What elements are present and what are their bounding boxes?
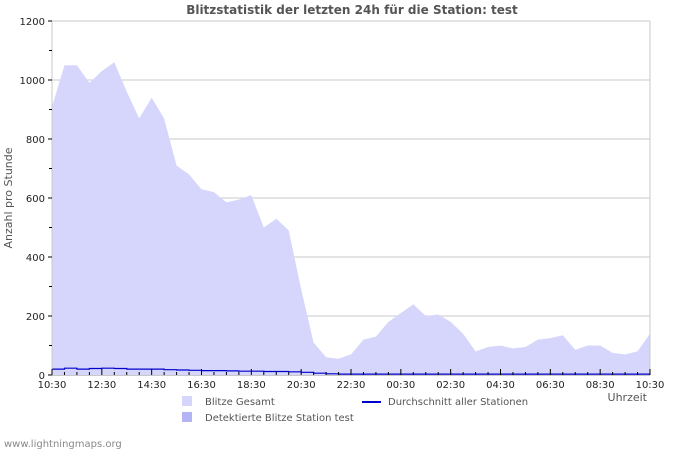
x-tick-label: 08:30: [586, 380, 615, 391]
x-tick-label: 06:30: [536, 380, 565, 391]
x-tick-label: 16:30: [187, 380, 216, 391]
y-tick-label: 0: [39, 371, 45, 382]
y-tick-label: 200: [26, 312, 45, 323]
legend-swatch-station: [182, 412, 192, 422]
legend-swatch-gesamt: [182, 396, 192, 406]
chart-title: Blitzstatistik der letzten 24h für die S…: [186, 3, 518, 17]
series-blitze-gesamt: [52, 62, 650, 376]
y-axis: 0 200 400 600 800 1000 1200: [20, 17, 52, 382]
x-axis-label: Uhrzeit: [608, 391, 648, 404]
x-axis: 10:30 12:30 14:30 16:30 18:30 20:30 22:30 00:30…: [38, 369, 665, 391]
plot-area: [52, 62, 650, 376]
legend-label-gesamt: Blitze Gesamt: [205, 397, 275, 408]
legend-label-average: Durchschnitt aller Stationen: [388, 397, 528, 408]
legend-label-station: Detektierte Blitze Station test: [205, 413, 354, 424]
x-tick-label: 12:30: [87, 380, 116, 391]
footer-link[interactable]: www.lightningmaps.org: [4, 439, 122, 450]
y-tick-label: 1000: [20, 76, 45, 87]
x-tick-label: 02:30: [436, 380, 465, 391]
legend-swatch-average: [362, 401, 381, 403]
y-axis-label: Anzahl pro Stunde: [2, 147, 15, 248]
y-tick-label: 400: [26, 253, 45, 264]
x-tick-label: 14:30: [137, 380, 166, 391]
x-tick-label: 00:30: [386, 380, 415, 391]
legend: Blitze Gesamt Detektierte Blitze Station…: [182, 396, 528, 424]
x-tick-label: 22:30: [337, 380, 366, 391]
x-tick-label: 10:30: [38, 380, 67, 391]
x-tick-label: 20:30: [287, 380, 316, 391]
y-tick-label: 600: [26, 194, 45, 205]
y-tick-label: 1200: [20, 17, 45, 28]
x-tick-label: 04:30: [486, 380, 515, 391]
y-tick-label: 800: [26, 135, 45, 146]
x-tick-label: 18:30: [237, 380, 266, 391]
x-tick-label: 10:30: [636, 380, 665, 391]
